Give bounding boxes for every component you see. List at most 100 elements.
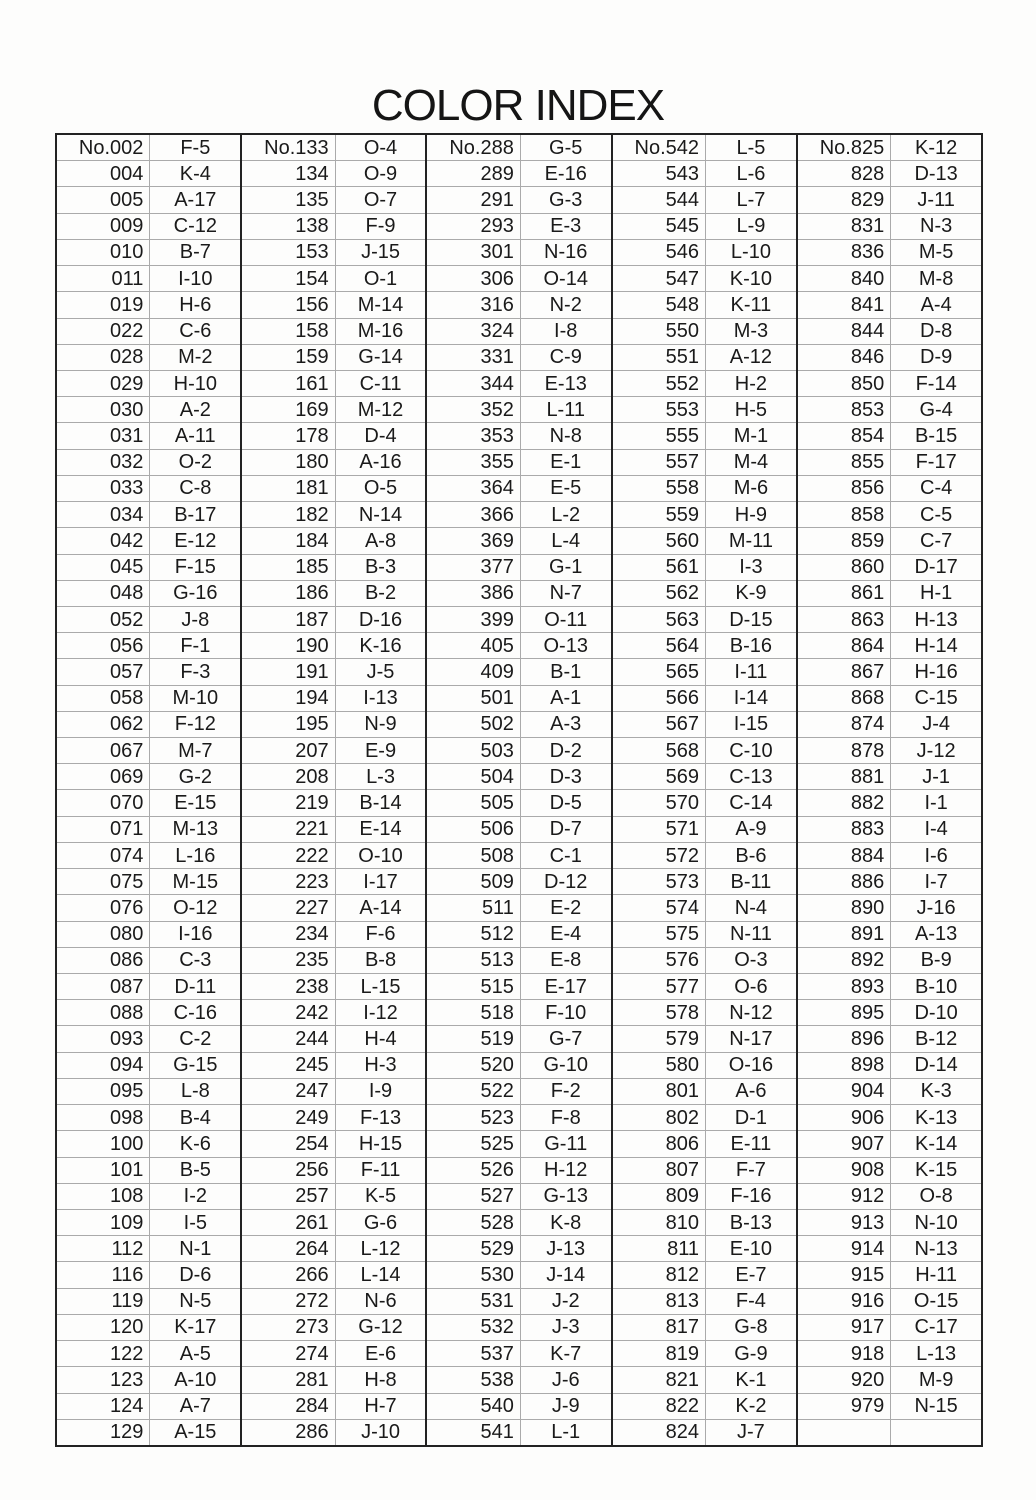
color-code-cell: D-6 [179,1264,212,1287]
table-row: 156 M-14 [242,292,426,319]
color-number-cell: 883 [798,816,892,842]
table-row: 076 O-12 [57,895,241,922]
table-row: 503 D-2 [427,738,611,765]
color-number-cell: 057 [57,659,151,685]
table-row: 256 F-11 [242,1157,426,1184]
color-number-cell: 032 [57,449,151,475]
color-code-cell: L-7 [736,189,766,212]
color-code-cell: E-6 [364,1342,397,1365]
color-code-cell: F-11 [360,1159,401,1182]
color-code-cell: O-15 [913,1290,959,1313]
table-row: 399 O-11 [427,606,611,634]
color-number-cell: 293 [427,213,521,239]
color-number-cell: 527 [427,1183,521,1209]
color-code-cell: C-7 [920,529,953,552]
table-row: 502 A-3 [427,711,611,739]
color-number-cell: 565 [613,659,707,685]
table-row: 100 K-6 [57,1131,241,1158]
table-row: 169 M-12 [242,397,426,424]
color-number-cell: 194 [242,685,336,711]
table-row: 552 H-2 [612,370,796,398]
color-number-cell: 547 [613,266,707,292]
color-code-cell: M-4 [733,451,769,474]
color-number-cell: No.542 [613,135,707,161]
color-code-cell: L-15 [360,975,401,998]
color-code-cell: E-3 [550,215,582,238]
color-code-cell: N-10 [914,1211,958,1234]
color-number-cell: 530 [427,1262,521,1288]
table-row: No.825 K-12 [797,135,982,162]
color-code-cell: A-2 [179,398,211,421]
color-number-cell: 207 [242,738,336,764]
color-number-cell: 577 [613,974,707,1000]
color-code-cell: B-7 [179,241,211,264]
table-row: 564 B-16 [612,633,796,660]
table-row: 529 J-13 [427,1236,611,1263]
color-number-cell: 853 [798,397,892,423]
table-row: 052 J-8 [57,606,241,634]
table-row: 058 M-10 [57,685,241,712]
color-number-cell: 891 [798,921,892,947]
color-code-cell: F-5 [180,136,211,159]
color-number-cell: 878 [798,738,892,764]
table-row: 138 F-9 [242,213,426,240]
table-row: 506 D-7 [427,816,611,843]
table-row: 062 F-12 [57,711,241,739]
table-row: 821 K-1 [612,1367,796,1394]
color-number-cell: 129 [57,1419,151,1445]
table-row: 028 M-2 [57,344,241,371]
color-number-cell: 918 [798,1341,892,1367]
table-row: 010 B-7 [57,239,241,267]
table-row: 042 E-12 [57,528,241,555]
table-row: 186 B-2 [242,580,426,607]
color-code-cell: G-4 [919,398,953,421]
color-code-cell: I-2 [183,1185,207,1208]
color-number-cell: 159 [242,344,336,370]
color-number-cell: 518 [427,1000,521,1026]
color-number-cell: 227 [242,895,336,921]
color-code-cell: O-3 [734,949,768,972]
table-row: 531 J-2 [427,1288,611,1315]
table-row: 222 O-10 [242,842,426,870]
color-number-cell: 331 [427,344,521,370]
color-code-cell: M-9 [918,1368,954,1391]
table-column-group: No.288 G-5 289 E-16 291 G-3 293 E-3 301 N-16 306 O-… [427,135,613,1445]
table-row: 116 D-6 [57,1262,241,1289]
color-number-cell: 896 [798,1026,892,1052]
color-code-cell: O-16 [728,1054,774,1077]
color-code-cell: F-15 [174,556,216,579]
color-code-cell: J-2 [551,1290,580,1313]
table-row: 504 D-3 [427,764,611,791]
color-code-cell [891,1420,981,1445]
color-code-cell: B-17 [174,503,217,526]
table-column-group: No.133 O-4 134 O-9 135 O-7 138 F-9 153 J-15 154 O-1… [242,135,428,1445]
color-code-cell: J-1 [922,765,951,788]
color-code-cell: E-4 [550,923,582,946]
color-code-cell: C-5 [920,503,953,526]
table-row: 030 A-2 [57,397,241,424]
table-row: 811 E-10 [612,1236,796,1263]
color-number-cell: 190 [242,633,336,659]
color-number-cell: 904 [798,1078,892,1105]
table-row: 858 C-5 [797,502,982,529]
color-number-cell: 324 [427,318,521,344]
color-code-cell: B-9 [920,949,952,972]
color-number-cell: 186 [242,580,336,606]
color-number-cell: 553 [613,397,707,423]
color-code-cell: O-2 [178,451,212,474]
table-row: 029 H-10 [57,370,241,398]
color-number-cell: 088 [57,1000,151,1026]
table-row: 261 G-6 [242,1209,426,1237]
color-code-cell: H-3 [364,1054,397,1077]
color-code-cell: N-13 [914,1237,958,1260]
table-column-group: No.542 L-5 543 L-6 544 L-7 545 L-9 546 L-10 547 K-1… [612,135,798,1445]
color-code-cell: B-2 [364,582,397,605]
color-code-cell: L-11 [546,398,585,421]
color-number-cell: 095 [57,1078,151,1105]
table-row: 907 K-14 [797,1131,982,1158]
color-number-cell: 836 [798,239,892,266]
color-number-cell: 920 [798,1367,892,1393]
color-number-cell: 101 [57,1157,151,1183]
table-row: 344 E-13 [427,370,611,398]
color-code-cell: F-8 [550,1106,581,1129]
